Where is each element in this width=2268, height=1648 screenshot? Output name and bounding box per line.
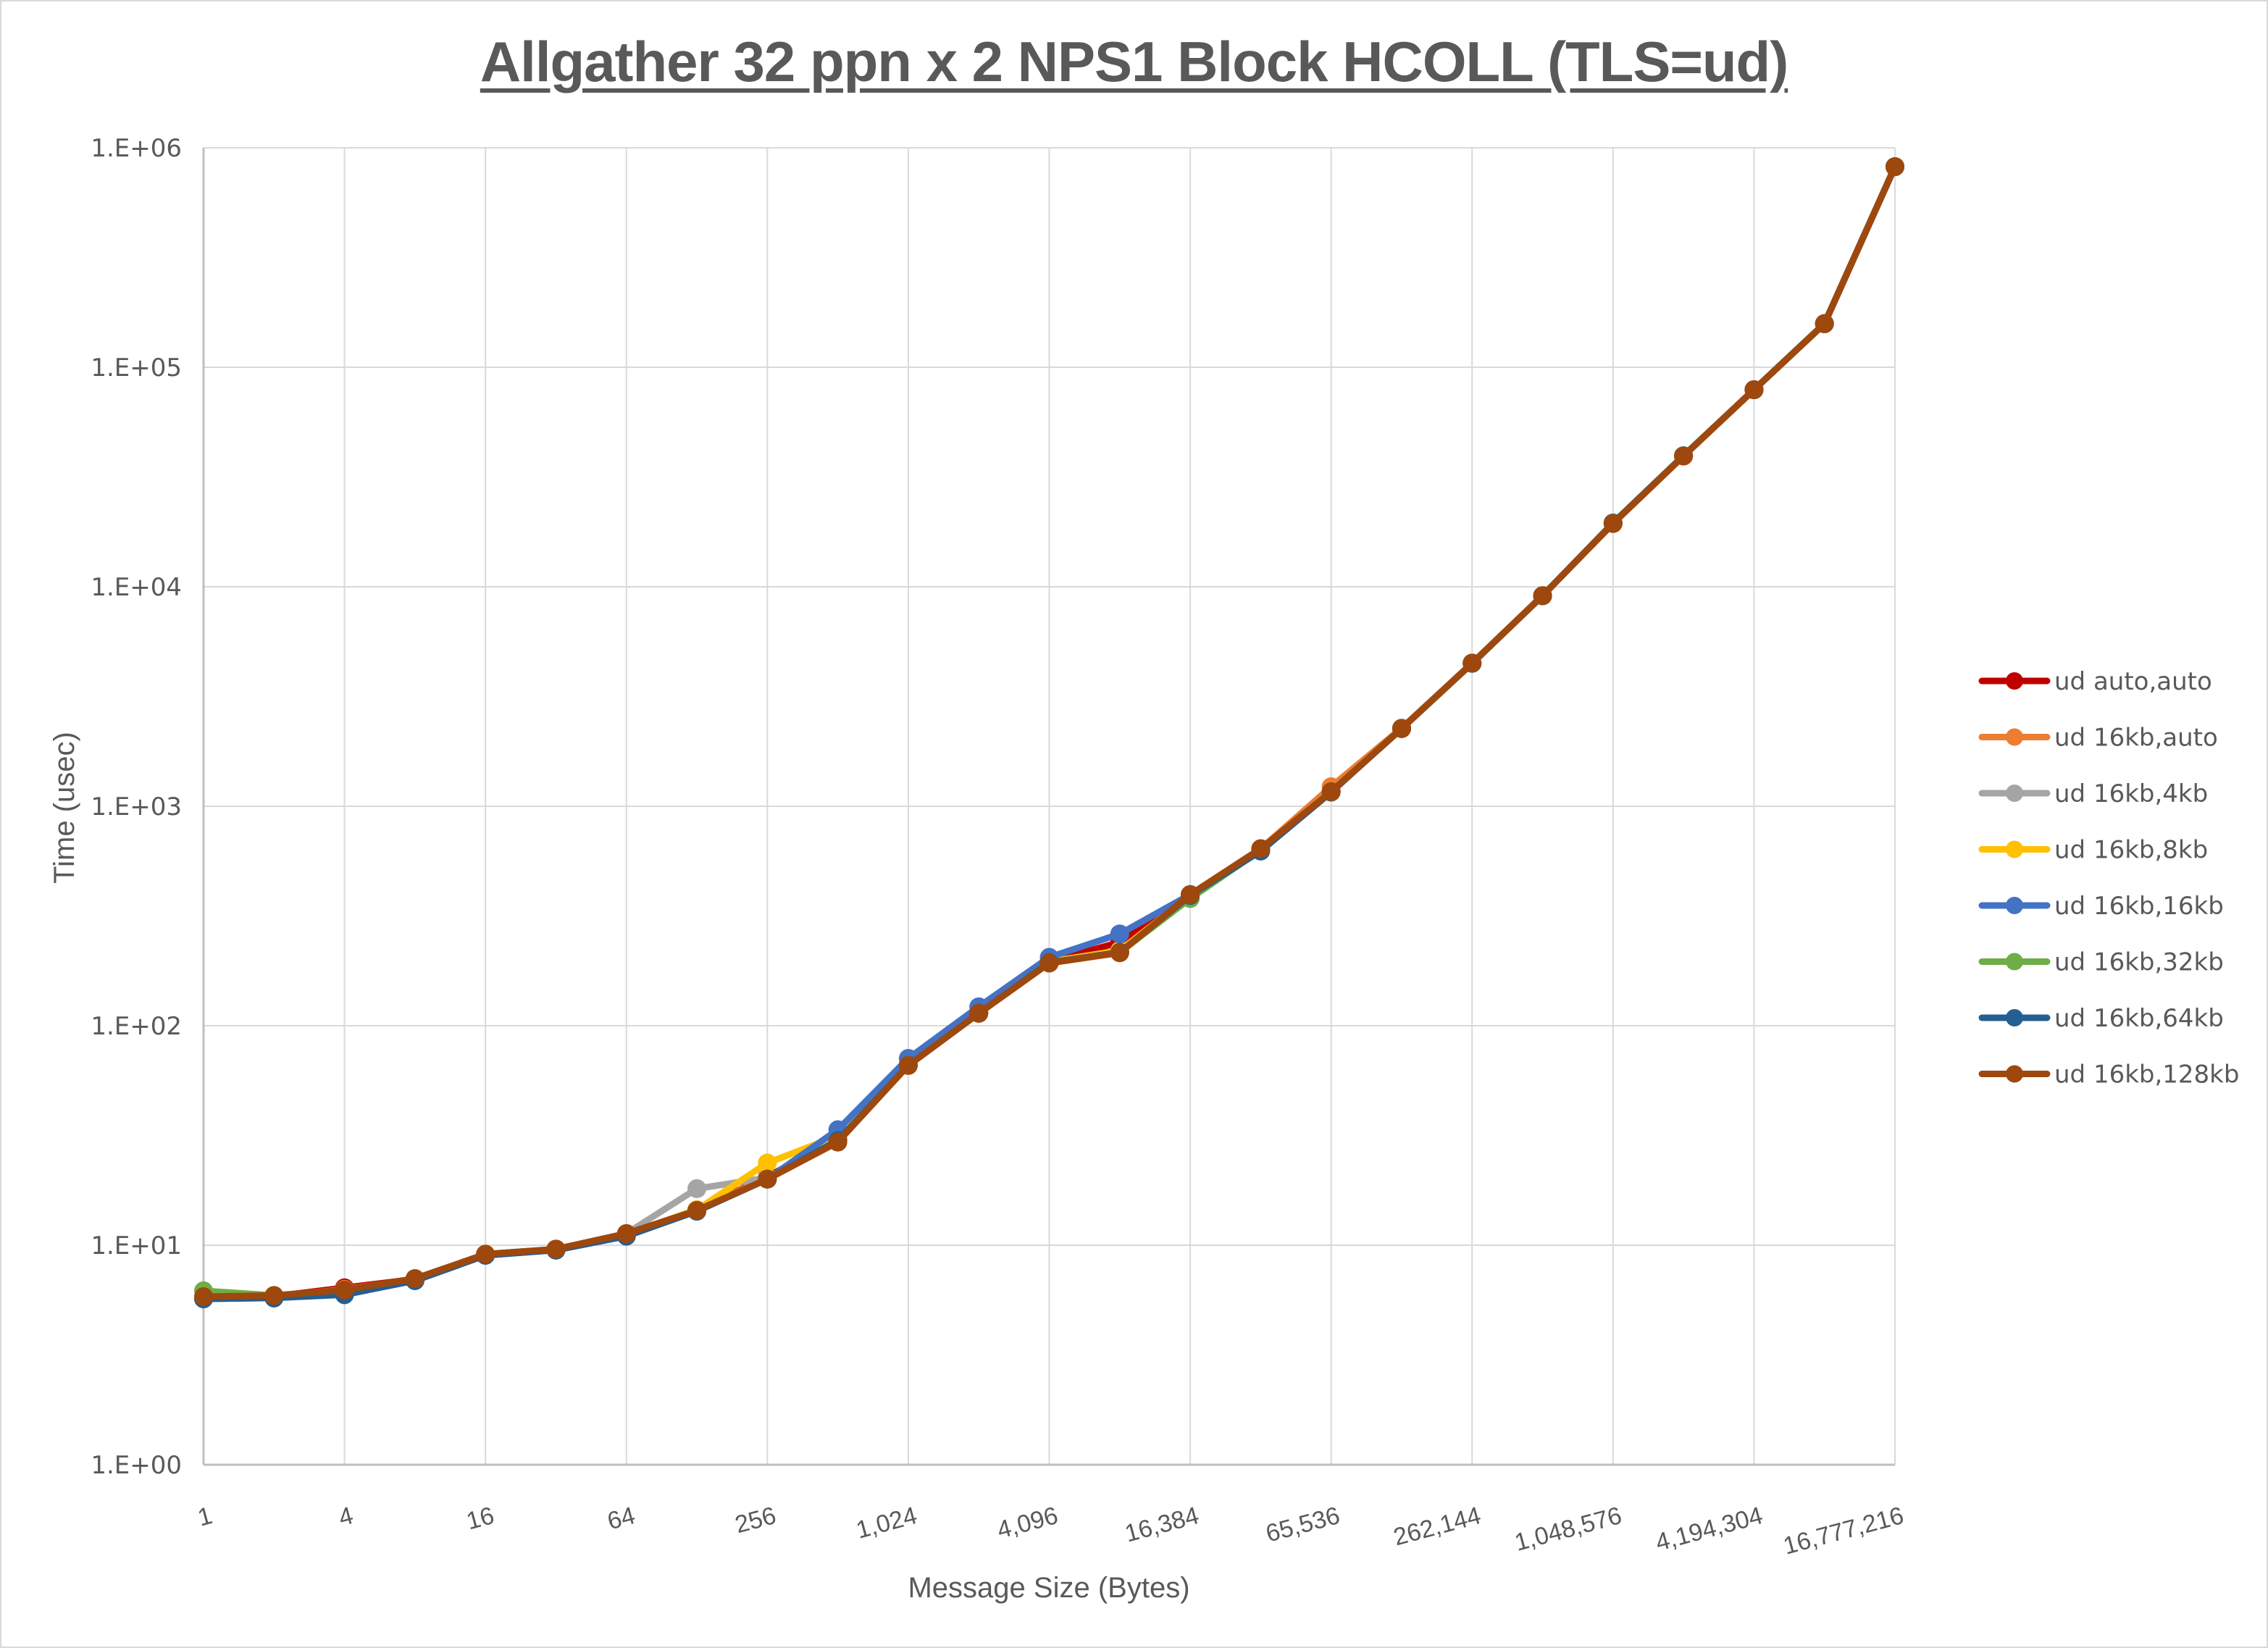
data-point — [1251, 839, 1271, 858]
legend-label: ud 16kb,16kb — [2054, 892, 2224, 921]
legend-label: ud 16kb,4kb — [2054, 779, 2208, 808]
data-point — [1110, 924, 1129, 944]
data-point — [1463, 653, 1482, 673]
data-point — [476, 1245, 495, 1264]
data-series — [194, 157, 1904, 1308]
chart-title: Allgather 32 ppn x 2 NPS1 Block HCOLL (T… — [480, 30, 1788, 93]
legend-item: ud 16kb,8kb — [1978, 836, 2208, 865]
x-axis-title: Message Size (Bytes) — [908, 1572, 1189, 1604]
data-point — [828, 1132, 848, 1152]
legend-label: ud 16kb,64kb — [2054, 1004, 2224, 1033]
data-point — [616, 1224, 636, 1243]
data-point — [546, 1239, 566, 1259]
y-tick-label: 1.E+04 — [91, 573, 182, 602]
legend-marker-icon — [2006, 1009, 2023, 1026]
x-tick-label: 65,536 — [1263, 1502, 1342, 1548]
data-point — [1815, 314, 1834, 333]
y-tick-label: 1.E+00 — [91, 1451, 182, 1480]
data-point — [264, 1286, 284, 1305]
legend: ud auto,auto ud 16kb,auto ud 16kb,4kb ud 16… — [1978, 667, 2239, 1089]
x-tick-label: 16,384 — [1122, 1502, 1202, 1548]
x-tick-label: 1,024 — [853, 1502, 920, 1544]
data-point — [969, 1003, 989, 1023]
x-tick-label: 16,777,216 — [1780, 1502, 1907, 1560]
data-point — [335, 1280, 354, 1300]
x-tick-label: 16 — [464, 1502, 497, 1535]
data-point — [1110, 943, 1129, 963]
x-tick-label: 4,194,304 — [1653, 1502, 1766, 1557]
x-tick-label: 256 — [732, 1502, 779, 1539]
x-tick-label: 262,144 — [1391, 1502, 1484, 1552]
legend-item: ud auto,auto — [1978, 667, 2212, 696]
legend-marker-icon — [2006, 1065, 2023, 1083]
legend-marker-icon — [2006, 728, 2023, 746]
data-point — [1392, 719, 1411, 738]
series-ud-16kb-128kb — [194, 157, 1904, 1307]
data-point — [194, 1287, 213, 1307]
x-tick-label: 1 — [195, 1502, 215, 1532]
legend-item: ud 16kb,64kb — [1978, 1004, 2224, 1033]
legend-marker-icon — [2006, 897, 2023, 914]
legend-item: ud 16kb,128kb — [1978, 1061, 2239, 1089]
data-point — [687, 1201, 707, 1221]
legend-marker-icon — [2006, 953, 2023, 971]
data-point — [1886, 157, 1904, 177]
y-tick-label: 1.E+05 — [91, 354, 182, 382]
legend-marker-icon — [2006, 840, 2023, 858]
legend-label: ud 16kb,32kb — [2054, 948, 2224, 977]
data-point — [1603, 514, 1623, 533]
y-axis-ticks: 1.E+00 1.E+01 1.E+02 1.E+03 1.E+04 1.E+05 1.E+… — [91, 134, 182, 1480]
legend-label: ud 16kb,128kb — [2054, 1061, 2239, 1089]
y-tick-label: 1.E+06 — [91, 134, 182, 163]
data-point — [758, 1153, 777, 1173]
data-point — [1674, 446, 1694, 466]
data-point — [405, 1268, 424, 1288]
legend-item: ud 16kb,auto — [1978, 724, 2218, 753]
legend-label: ud auto,auto — [2054, 667, 2212, 696]
y-tick-label: 1.E+03 — [91, 792, 182, 821]
data-point — [758, 1169, 777, 1189]
legend-item: ud 16kb,4kb — [1978, 779, 2208, 808]
x-tick-label: 1,048,576 — [1512, 1502, 1625, 1557]
data-point — [1321, 782, 1341, 801]
data-point — [1039, 953, 1059, 973]
data-point — [1181, 884, 1200, 904]
legend-item: ud 16kb,16kb — [1978, 892, 2224, 921]
legend-marker-icon — [2006, 785, 2023, 802]
data-point — [1744, 380, 1764, 400]
x-tick-label: 4,096 — [995, 1502, 1061, 1544]
x-axis-ticks: 1 4 16 64 256 1,024 4,096 16,384 65,536 262,144 1,… — [195, 1502, 1907, 1560]
legend-label: ud 16kb,auto — [2054, 724, 2218, 753]
x-tick-label: 4 — [336, 1502, 356, 1532]
legend-marker-icon — [2006, 672, 2023, 690]
legend-item: ud 16kb,32kb — [1978, 948, 2224, 977]
x-tick-label: 64 — [604, 1502, 637, 1535]
y-tick-label: 1.E+01 — [91, 1231, 182, 1260]
data-point — [898, 1055, 918, 1075]
y-tick-label: 1.E+02 — [91, 1012, 182, 1041]
data-point — [1533, 586, 1552, 606]
y-axis-title: Time (usec) — [49, 732, 80, 884]
legend-label: ud 16kb,8kb — [2054, 836, 2208, 865]
data-point — [687, 1179, 707, 1198]
gridlines — [202, 147, 1896, 1466]
